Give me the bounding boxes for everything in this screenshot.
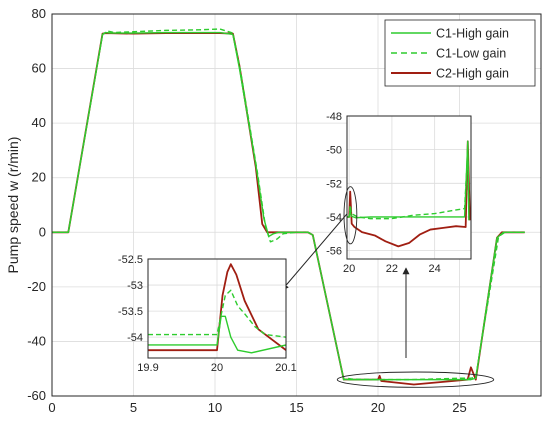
inset_left-ytick-label-1: -53.5 <box>118 306 143 318</box>
inset-left-frame <box>147 258 287 359</box>
legend: C1-High gain C1-Low gain C2-High gain <box>384 19 536 87</box>
y-axis-label: Pump speed w (r/min) <box>5 137 21 274</box>
main-ytick-label-6: 60 <box>32 61 46 76</box>
legend-box <box>384 19 536 87</box>
inset_left-series-c1-high-gain <box>148 315 286 354</box>
main-annotations <box>336 371 495 388</box>
inset_right-ytick-label-4: -48 <box>326 111 342 123</box>
inset-right-annotations <box>343 186 358 245</box>
main-ytick-label-4: 20 <box>32 170 46 185</box>
main-xtick-label-0: 0 <box>48 400 55 415</box>
main-plot-frame <box>51 13 542 397</box>
inset_right-series-c1-high-gain <box>347 140 470 221</box>
main-series-c1-high-gain <box>52 31 525 381</box>
legend-label-c2-high-gain: C2-High gain <box>436 67 509 81</box>
inset_left-xtick-label-2: 20.1 <box>275 362 296 374</box>
inset_right-xtick-label-1: 22 <box>386 263 398 275</box>
legend-label-c1-low-gain: C1-Low gain <box>436 47 506 61</box>
inset_left-xtick-label-0: 19.9 <box>137 362 158 374</box>
inset_left-ytick-label-3: -52.5 <box>118 254 143 266</box>
inset-right-frame <box>346 115 472 260</box>
main-highlight-ellipse-0 <box>336 371 495 388</box>
main-xtick-label-1: 5 <box>130 400 137 415</box>
legend-label-c1-high-gain: C1-High gain <box>436 27 509 41</box>
inset_right-ytick-label-1: -54 <box>326 212 342 224</box>
inset_left-ytick-label-0: -54 <box>127 332 143 344</box>
inset-left-series-group <box>148 263 286 354</box>
arrow-to-left-inset <box>281 207 353 291</box>
main-series-group <box>52 28 525 386</box>
inset_left-xtick-label-1: 20 <box>211 362 223 374</box>
main-ytick-label-1: -40 <box>27 333 46 348</box>
inset_right-ytick-label-0: -56 <box>326 246 342 258</box>
main-ytick-label-7: 80 <box>32 6 46 21</box>
inset-right-series-group <box>347 140 471 248</box>
inset_right-ytick-label-3: -50 <box>326 145 342 157</box>
main-ytick-label-5: 40 <box>32 115 46 130</box>
inset_right-xtick-label-2: 24 <box>429 263 441 275</box>
main-tick-labels: 0 5 10 15 20 25 -60 -40 -20 0 20 40 60 80 <box>27 6 467 415</box>
main-ytick-label-2: -20 <box>27 279 46 294</box>
main-series-c1-low-gain <box>52 28 525 381</box>
main-xtick-label-3: 15 <box>289 400 303 415</box>
inset-left-tick-labels: 19.9 20 20.1 -54 -53.5 -53 -52.5 <box>118 254 297 374</box>
main-ytick-label-0: -60 <box>27 388 46 403</box>
main-xtick-label-5: 25 <box>452 400 466 415</box>
main-xtick-label-4: 20 <box>371 400 385 415</box>
main-xtick-label-2: 10 <box>208 400 222 415</box>
inset_left-ytick-label-2: -53 <box>127 280 143 292</box>
inset-right-tick-labels: 20 22 24 -56 -54 -52 -50 -48 <box>326 111 441 275</box>
inset-right-background <box>347 116 471 259</box>
inset_right-highlight-ellipse-0 <box>343 186 358 245</box>
inset_right-xtick-label-0: 20 <box>343 263 355 275</box>
main-ytick-label-3: 0 <box>39 224 46 239</box>
inset_right-ytick-label-2: -52 <box>326 178 342 190</box>
